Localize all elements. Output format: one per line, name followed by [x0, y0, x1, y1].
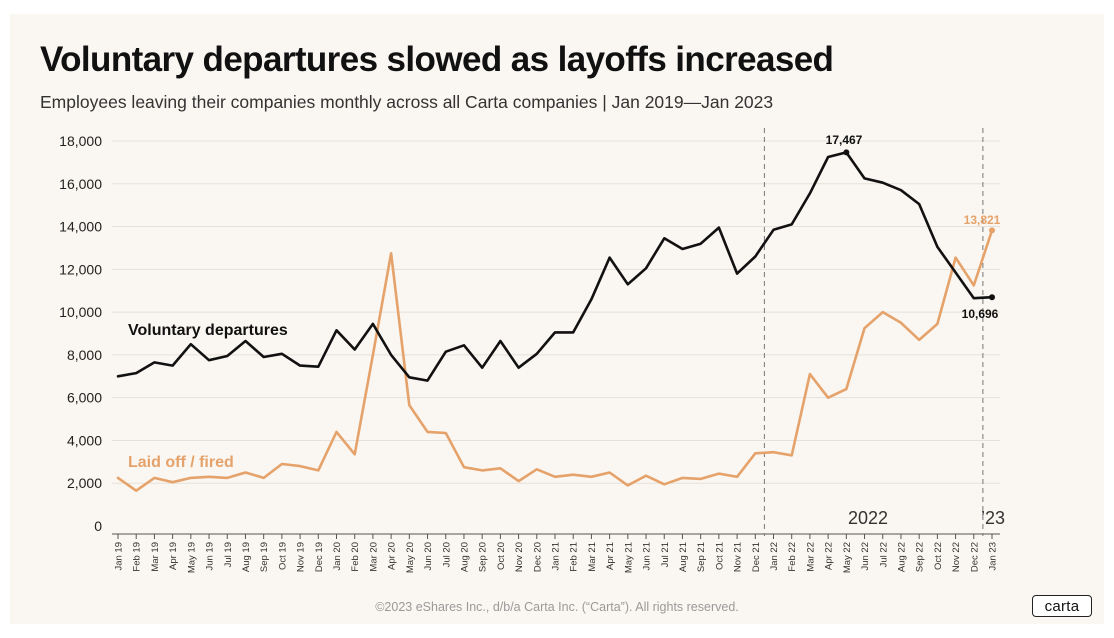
series-line-laid-off-fired [116, 229, 994, 493]
series-label-voluntary: Voluntary departures [128, 322, 288, 339]
y-tick-label: 10,000 [59, 304, 102, 320]
period-dividers [763, 128, 984, 536]
chart-card: Voluntary departures slowed as layoffs i… [10, 14, 1104, 624]
copyright-footer: ©2023 eShares Inc., d/b/a Carta Inc. (“C… [375, 600, 739, 614]
x-tick-label: Jul 21 [660, 542, 671, 567]
x-tick-label: Jan 19 [114, 542, 125, 571]
x-tick-label: Apr 22 [824, 542, 835, 570]
x-tick-label: Jul 20 [441, 542, 452, 567]
x-tick-label: Jun 21 [642, 542, 653, 571]
x-tick-label: Feb 21 [569, 542, 580, 572]
x-tick-label: Feb 19 [132, 542, 143, 572]
y-axis-ticks: 0 2,000 4,000 6,000 8,000 10,000 12,000 14,000 1… [59, 133, 102, 534]
y-tick-label: 8,000 [67, 347, 102, 363]
chart-subtitle: Employees leaving their companies monthl… [40, 92, 774, 112]
chart-title: Voluntary departures slowed as layoffs i… [40, 40, 834, 79]
y-tick-label: 16,000 [59, 176, 102, 192]
end-value-label-layoff: 13,821 [964, 213, 1001, 227]
x-tick-label: Sep 20 [478, 542, 489, 572]
y-tick-label: 12,000 [59, 261, 102, 277]
peak-point [843, 149, 850, 156]
x-tick-label: Nov 19 [296, 542, 307, 572]
x-tick-label: May 22 [842, 542, 853, 573]
x-tick-label: Jan 23 [988, 542, 999, 571]
x-tick-label: Nov 20 [514, 542, 525, 572]
x-tick-label: Oct 22 [933, 542, 944, 570]
x-tick-label: Nov 21 [733, 542, 744, 572]
x-tick-label: Oct 20 [496, 542, 507, 570]
annotations: Voluntary departures Laid off / fired 20… [128, 133, 1005, 528]
series-end-point [989, 294, 995, 301]
x-tick-label: Oct 19 [277, 542, 288, 570]
x-tick-label: Mar 22 [805, 542, 816, 572]
x-tick-label: Dec 20 [532, 542, 543, 572]
x-tick-label: Jun 20 [423, 542, 434, 571]
x-tick-label: Jan 21 [551, 542, 562, 571]
gridlines [112, 140, 1000, 484]
x-tick-label: Mar 21 [587, 542, 598, 572]
peak-value-label: 17,467 [826, 133, 863, 147]
y-tick-label: 6,000 [67, 390, 102, 406]
x-tick-label: Apr 20 [387, 542, 398, 570]
x-axis-ticks: Jan 19 Feb 19 Mar 19 Apr 19 May 19 Jun 19 Jul … [112, 533, 1000, 573]
x-tick-label: Jan 22 [769, 542, 780, 571]
x-tick-label: Sep 21 [696, 542, 707, 572]
y-tick-label: 4,000 [67, 432, 102, 448]
y-tick-label: 14,000 [59, 219, 102, 235]
series-label-layoff: Laid off / fired [128, 454, 234, 471]
x-tick-label: Feb 20 [350, 542, 361, 572]
x-tick-label: Mar 20 [368, 542, 379, 572]
x-tick-label: Mar 19 [150, 542, 161, 572]
x-tick-label: Nov 22 [951, 542, 962, 572]
period-label-2022: 2022 [848, 508, 888, 528]
x-tick-label: Oct 21 [714, 542, 725, 570]
end-value-label-voluntary: 10,696 [962, 307, 999, 321]
x-tick-label: Feb 22 [787, 542, 798, 572]
y-tick-label: 0 [94, 518, 102, 534]
x-tick-label: Dec 21 [751, 542, 762, 572]
y-tick-label: 2,000 [67, 475, 102, 491]
x-tick-label: Sep 19 [259, 542, 270, 572]
series-line-voluntary-departures [116, 151, 994, 382]
x-tick-label: Aug 22 [896, 542, 907, 572]
period-label-2023: ’23 [981, 508, 1005, 528]
series-end-point [989, 227, 995, 234]
line-chart: 0 2,000 4,000 6,000 8,000 10,000 12,000 14,000 1… [59, 128, 1005, 573]
x-tick-label: Jan 20 [332, 542, 343, 571]
x-tick-label: May 20 [405, 542, 416, 573]
x-tick-label: Dec 22 [969, 542, 980, 572]
x-tick-label: Apr 19 [168, 542, 179, 570]
series-lines [116, 149, 995, 493]
x-tick-label: Apr 21 [605, 542, 616, 570]
x-tick-label: Sep 22 [915, 542, 926, 572]
x-tick-label: Aug 20 [459, 542, 470, 572]
x-tick-label: Dec 19 [314, 542, 325, 572]
x-tick-label: Jul 22 [878, 542, 889, 567]
y-tick-label: 18,000 [59, 133, 102, 149]
x-tick-label: Aug 19 [241, 542, 252, 572]
carta-logo: carta [1032, 595, 1092, 617]
x-tick-label: Aug 21 [678, 542, 689, 572]
x-tick-label: Jun 19 [205, 542, 216, 571]
x-tick-label: May 19 [186, 542, 197, 573]
x-tick-label: Jul 19 [223, 542, 234, 567]
x-tick-label: Jun 22 [860, 542, 871, 571]
x-tick-label: May 21 [623, 542, 634, 573]
